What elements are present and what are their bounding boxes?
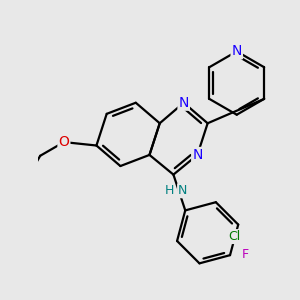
Text: N: N bbox=[192, 148, 203, 162]
Text: Cl: Cl bbox=[229, 230, 241, 243]
Text: N: N bbox=[232, 44, 242, 58]
Text: H: H bbox=[164, 184, 174, 197]
Text: O: O bbox=[58, 135, 69, 149]
Text: N: N bbox=[178, 184, 188, 197]
Text: F: F bbox=[242, 248, 249, 261]
Text: N: N bbox=[178, 96, 189, 110]
